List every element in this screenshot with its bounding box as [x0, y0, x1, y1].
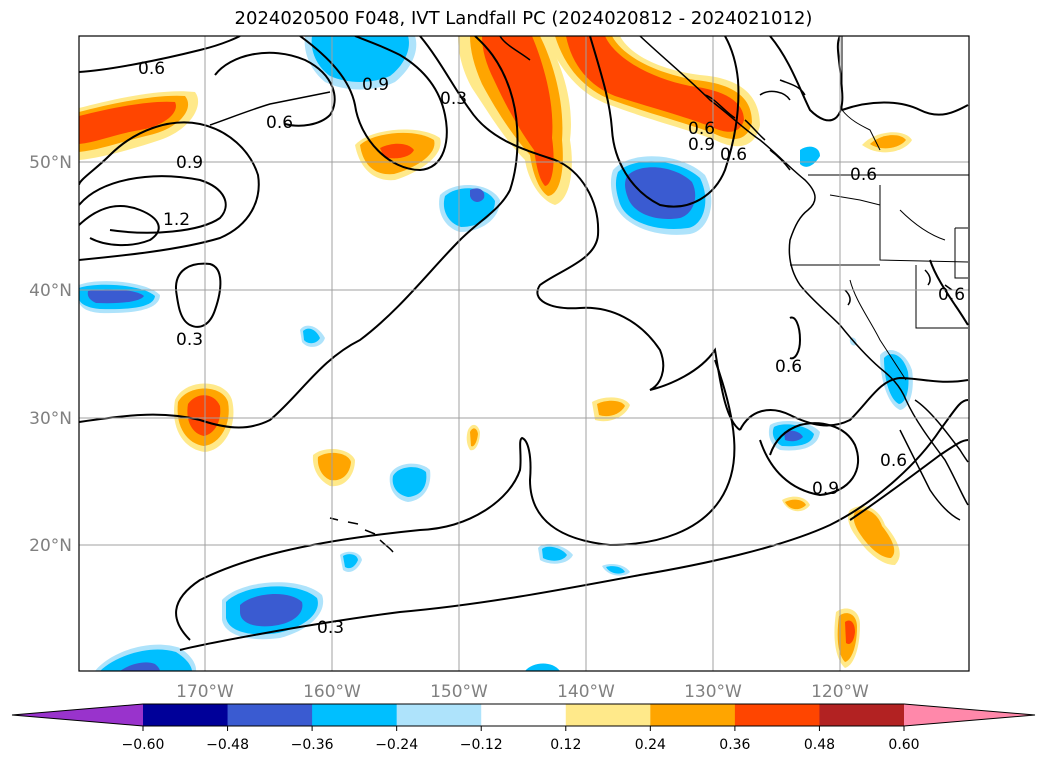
contour-label: 0.3: [440, 89, 467, 109]
contour-label: 0.6: [688, 119, 715, 139]
map-title: 2024020500 F048, IVT Landfall PC (202402…: [234, 8, 813, 29]
colorbar-cell: [312, 704, 398, 726]
colorbar-extend-high: [904, 704, 1035, 726]
colorbar-cell: [734, 704, 820, 726]
contour-label: 0.9: [176, 153, 203, 173]
colorbar-cell: [396, 704, 482, 726]
coastlines: [209, 36, 969, 553]
colorbar-tick-label: 0.12: [550, 737, 581, 753]
contour-label: 0.6: [850, 165, 877, 185]
lon-label: 130°W: [684, 682, 742, 702]
contour-label: 0.6: [266, 113, 293, 133]
lon-label: 140°W: [557, 682, 615, 702]
lon-label: 120°W: [811, 682, 869, 702]
contour-label: 0.6: [880, 451, 907, 471]
contour-labels: 0.6 0.9 0.3 0.6 0.9 1.2 0.3 0.6 0.6 0.6 …: [138, 59, 965, 638]
contour-label: 0.6: [138, 59, 165, 79]
colorbar-tick-label: −0.24: [375, 737, 418, 753]
contour-label: 0.9: [362, 75, 389, 95]
contour-label: 0.3: [317, 618, 344, 638]
longitude-labels: 170°W 160°W 150°W 140°W 130°W 120°W: [176, 682, 869, 702]
contour-label: 0.3: [176, 330, 203, 350]
colorbar-cell: [227, 704, 313, 726]
map-frame: [78, 35, 970, 672]
contour-label: 0.6: [720, 145, 747, 165]
colorbar-cell: [143, 704, 229, 726]
lat-label: 20°N: [29, 536, 72, 556]
contour-label: 0.9: [812, 479, 839, 499]
colorbar-tick-label: 0.24: [635, 737, 666, 753]
graticule: [79, 36, 969, 671]
colorbar-cell: [650, 704, 736, 726]
contour-label: 0.9: [688, 135, 715, 155]
latitude-labels: 50°N 40°N 30°N 20°N: [29, 153, 72, 556]
colorbar-cell: [819, 704, 905, 726]
colorbar-tick-label: −0.12: [460, 737, 503, 753]
colorbar-tick-label: −0.48: [206, 737, 249, 753]
lon-label: 150°W: [430, 682, 488, 702]
contour-label: 1.2: [163, 210, 190, 230]
map-field: [79, 36, 969, 671]
colorbar: −0.60 −0.48 −0.36 −0.24 −0.12 0.12 0.24 0.36 0.4…: [11, 703, 1036, 753]
colorbar-tick-label: 0.60: [888, 737, 919, 753]
lon-label: 170°W: [176, 682, 234, 702]
lat-label: 40°N: [29, 281, 72, 301]
contour-label: 0.6: [938, 285, 965, 305]
colorbar-tick-label: 0.36: [719, 737, 750, 753]
ivt-contour-lines: [79, 36, 969, 651]
political-borders: [790, 36, 969, 381]
negative-anomaly-shading: [79, 36, 913, 671]
colorbar-extend-low: [12, 704, 143, 726]
colorbar-cell: [481, 704, 567, 726]
lon-label: 160°W: [303, 682, 361, 702]
colorbar-tick-label: 0.48: [804, 737, 835, 753]
lat-label: 50°N: [29, 153, 72, 173]
contour-label: 0.6: [775, 357, 802, 377]
colorbar-tick-label: −0.36: [291, 737, 334, 753]
colorbar-tick-label: −0.60: [122, 737, 165, 753]
colorbar-cell: [565, 704, 651, 726]
lat-label: 30°N: [29, 409, 72, 429]
